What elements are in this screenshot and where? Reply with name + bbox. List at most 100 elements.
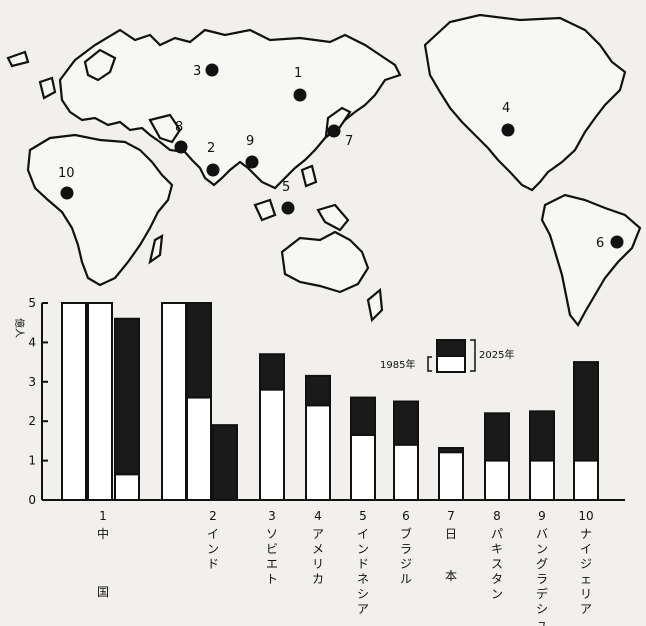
category-char: ン xyxy=(491,587,503,601)
category-char: シ xyxy=(357,587,369,601)
marker-label: 10 xyxy=(58,166,75,181)
category-number: 3 xyxy=(268,509,276,523)
map-marker-10: 10 xyxy=(58,166,75,200)
landmass-africa xyxy=(26,133,174,287)
bar-1985 xyxy=(438,451,464,501)
marker-label: 5 xyxy=(282,180,290,195)
map-marker-2: 2 xyxy=(206,141,220,177)
bar-2025-increase xyxy=(212,424,238,502)
y-tick-label: 2 xyxy=(28,414,36,428)
category-number: 8 xyxy=(493,509,501,523)
category-char: ネ xyxy=(357,572,369,586)
landmass-britain xyxy=(38,76,57,100)
category-char: リ xyxy=(580,587,592,601)
map-markers: 1 2 3 4 5 6 7 8 xyxy=(58,63,624,251)
landmass-iceland xyxy=(6,50,30,68)
category-char: ア xyxy=(312,527,324,541)
marker-dot xyxy=(501,123,515,137)
marker-label: 2 xyxy=(207,141,215,156)
category-char: ア xyxy=(580,602,592,616)
category-char: ラ xyxy=(536,572,548,586)
category-char: タ xyxy=(491,572,503,586)
category-char: ド xyxy=(207,557,219,571)
map-marker-5: 5 xyxy=(281,180,295,215)
category-char: ビ xyxy=(266,542,278,556)
category-char: 国 xyxy=(97,585,109,599)
category-char: ン xyxy=(207,542,219,556)
category-char: ル xyxy=(400,572,412,586)
legend-label-2025: 2025年 xyxy=(479,348,514,361)
marker-dot xyxy=(327,124,341,138)
bar-group-3 xyxy=(259,353,285,501)
bar-1985 xyxy=(161,302,187,501)
category-char: ナ xyxy=(580,527,592,541)
category-char: ジ xyxy=(400,557,412,571)
bar-1985 xyxy=(61,302,87,501)
category-char: ブ xyxy=(400,526,412,541)
legend-swatch-1985 xyxy=(436,355,466,373)
map-marker-3: 3 xyxy=(193,63,219,79)
bar-1985 xyxy=(393,443,419,501)
category-char: ン xyxy=(357,542,369,556)
marker-label: 1 xyxy=(294,66,302,81)
landmass-scandinavia xyxy=(83,48,117,82)
category-char: イ xyxy=(357,527,369,541)
landmass-philippines xyxy=(300,164,318,188)
category-char: ス xyxy=(491,557,503,571)
category-char: ュ xyxy=(536,617,548,626)
map-marker-7: 7 xyxy=(327,124,353,149)
legend-bracket-right xyxy=(470,339,476,372)
bar-2025-increase xyxy=(484,412,510,462)
landmass-new-zealand xyxy=(366,287,384,323)
category-char: リ xyxy=(312,557,324,571)
category-char: 中 xyxy=(97,526,109,541)
bar-group-4 xyxy=(305,374,331,501)
category-char: イ xyxy=(207,527,219,541)
legend-swatch-2025 xyxy=(436,339,466,357)
category-label-2: 2 インド xyxy=(207,509,219,571)
marker-dot xyxy=(205,63,219,77)
marker-label: 6 xyxy=(596,236,604,251)
category-number: 9 xyxy=(538,509,546,523)
bar-group-1 xyxy=(61,302,140,502)
bar-group-5 xyxy=(350,396,376,501)
legend-label-1985: 1985年 xyxy=(380,358,415,371)
marker-dot xyxy=(610,235,624,249)
category-char: ア xyxy=(357,602,369,616)
marker-label: 4 xyxy=(502,101,510,116)
landmass-indonesia-b xyxy=(316,203,350,232)
marker-label: 3 xyxy=(193,64,201,79)
bar-group-2 xyxy=(161,302,238,502)
bar-2025-increase xyxy=(393,400,419,446)
map-marker-6: 6 xyxy=(596,235,624,251)
category-char: ジ xyxy=(580,557,592,571)
category-char: メ xyxy=(312,542,324,556)
bar-group-8 xyxy=(484,412,510,502)
category-char: グ xyxy=(536,557,548,571)
category-char: バ xyxy=(536,527,548,541)
landmass-australia xyxy=(280,230,370,294)
category-number: 6 xyxy=(402,509,410,523)
landmass-eurasia xyxy=(58,28,402,190)
category-char: カ xyxy=(312,572,324,586)
bar-group-7 xyxy=(438,446,464,501)
marker-dot xyxy=(60,186,74,200)
bar-2025-increase xyxy=(186,302,212,399)
category-number: 4 xyxy=(314,509,322,523)
category-number: 1 xyxy=(99,509,107,523)
y-tick-label: 3 xyxy=(28,375,36,389)
category-number: 5 xyxy=(359,509,367,523)
category-char: ェ xyxy=(580,572,592,586)
category-char: キ xyxy=(491,542,503,556)
category-char: ン xyxy=(536,542,548,556)
map-marker-1: 1 xyxy=(293,66,307,102)
marker-dot xyxy=(174,140,188,154)
y-tick-label: 0 xyxy=(28,493,36,507)
